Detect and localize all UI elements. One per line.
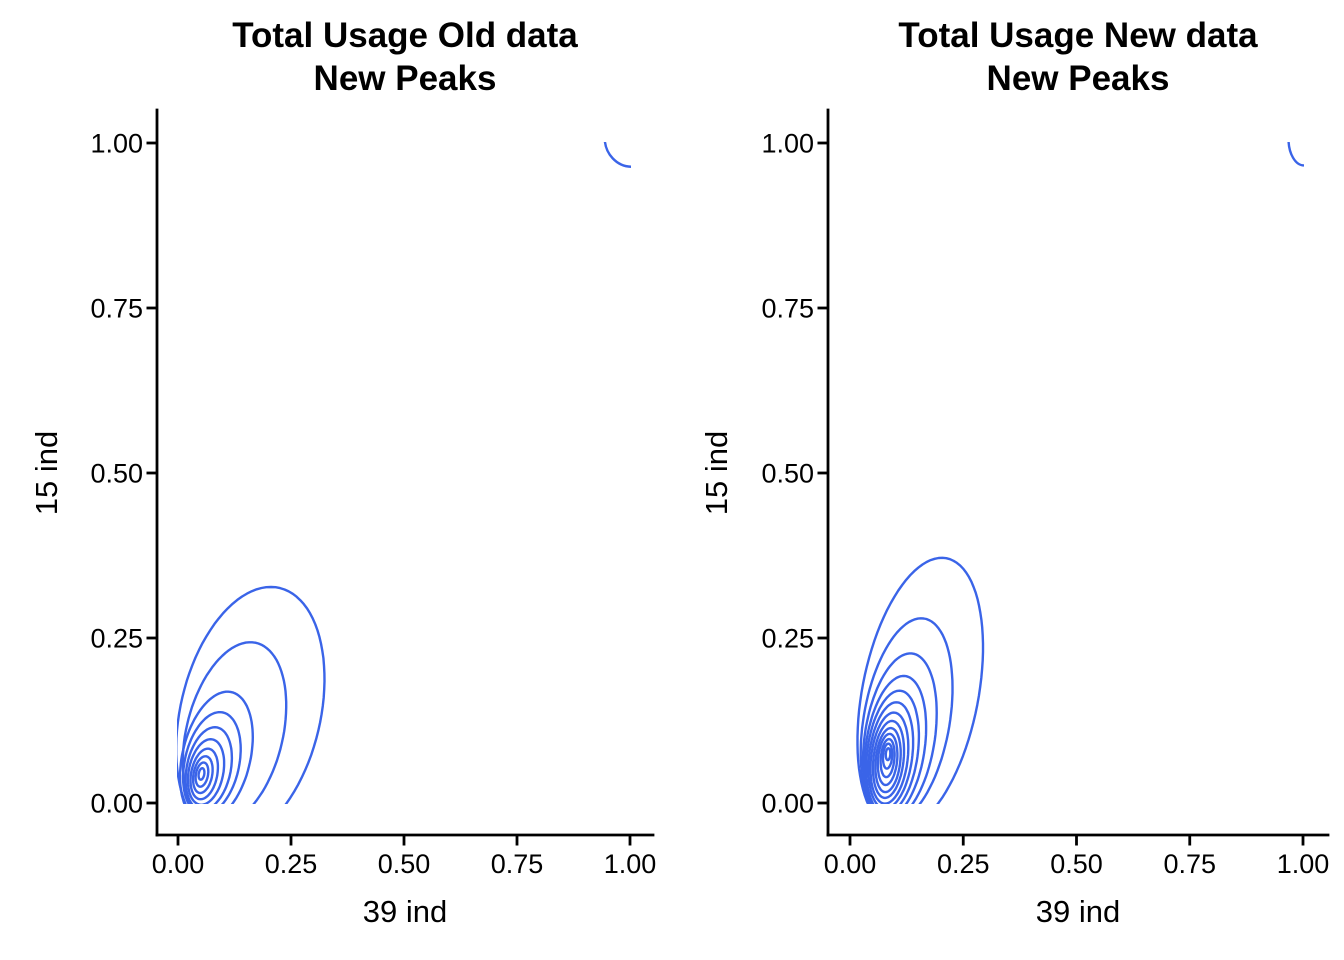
contour-line (865, 689, 921, 804)
right-panel-title-line2: New Peaks (986, 59, 1170, 98)
x-tick-label: 0.50 (1050, 849, 1103, 879)
left-panel-title-line2: New Peaks (313, 59, 497, 98)
contour-line (181, 641, 288, 804)
x-tick-label: 0.00 (152, 849, 205, 879)
x-tick-label: 1.00 (604, 849, 657, 879)
left-x-axis-title: 39 ind (362, 894, 448, 929)
y-tick-label: 0.00 (761, 789, 814, 819)
x-tick-label: 0.25 (937, 849, 990, 879)
contour-line (194, 761, 210, 788)
x-tick-label: 0.00 (824, 849, 877, 879)
contour-line (177, 585, 326, 804)
x-tick-label: 0.25 (265, 849, 318, 879)
y-tick-label: 0.00 (90, 789, 143, 819)
corner-peak-arc (603, 142, 631, 168)
contour-line (879, 737, 896, 779)
contour-line (881, 742, 894, 770)
x-tick-label: 1.00 (1277, 849, 1330, 879)
contour-line (178, 690, 254, 804)
corner-peak-arc (1287, 142, 1304, 167)
y-tick-label: 0.75 (761, 294, 814, 324)
contour-line (184, 726, 234, 804)
contour-line (859, 617, 954, 804)
contour-line (867, 701, 915, 804)
right-x-axis-title: 39 ind (1035, 894, 1121, 929)
contour-line (884, 747, 892, 762)
contour-line (861, 652, 938, 804)
contour-line (181, 711, 242, 804)
contour-line (856, 556, 985, 804)
contour-line (876, 732, 899, 787)
contour-line (197, 767, 206, 781)
right-panel-title: Total Usage New data New Peaks (828, 14, 1328, 100)
x-tick-label: 0.75 (1163, 849, 1216, 879)
x-tick-label: 0.50 (378, 849, 431, 879)
y-tick-label: 1.00 (90, 129, 143, 159)
contour-line (186, 738, 226, 804)
y-tick-label: 0.50 (761, 459, 814, 489)
y-tick-label: 0.50 (90, 459, 143, 489)
contour-line (189, 747, 220, 801)
y-tick-label: 0.75 (90, 294, 143, 324)
y-tick-label: 0.25 (761, 624, 814, 654)
contour-line (191, 755, 214, 795)
contour-line (874, 726, 902, 794)
y-tick-label: 1.00 (761, 129, 814, 159)
right-panel-title-line1: Total Usage New data (898, 16, 1258, 55)
density-contour-group (856, 142, 1304, 804)
left-panel-title-line1: Total Usage Old data (232, 16, 578, 55)
x-tick-label: 0.75 (491, 849, 544, 879)
y-tick-label: 0.25 (90, 624, 143, 654)
density-contour-group (177, 142, 631, 804)
contour-line (871, 719, 906, 800)
contour-line (863, 674, 928, 804)
contour-line (869, 711, 910, 804)
left-panel-title: Total Usage Old data New Peaks (157, 14, 653, 100)
